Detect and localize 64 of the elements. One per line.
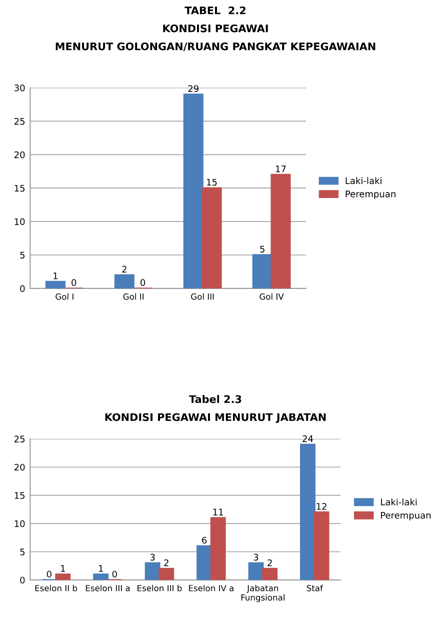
x-tick-label: Staf [306, 584, 324, 592]
x-tick-label: Eselon II b [35, 584, 78, 592]
y-tick-label: 10 [14, 218, 25, 226]
y-tick-label: 20 [14, 464, 25, 471]
data-label: 3 [150, 554, 155, 561]
x-tick-label: Gol I [56, 293, 74, 300]
x-tick-label: Gol II [123, 293, 144, 300]
y-tick-label: 15 [14, 492, 25, 499]
y-tick-label: 0 [20, 285, 25, 292]
data-label: 1 [98, 565, 103, 572]
y-tick-label: 25 [14, 118, 25, 125]
data-label: 0 [72, 279, 76, 286]
data-label: 12 [316, 502, 326, 510]
bar [314, 511, 330, 580]
data-label: 17 [276, 166, 286, 172]
y-tick-label: 0 [20, 576, 25, 584]
x-tick-label: Eselon IV a [189, 584, 234, 592]
data-label: 0 [112, 570, 117, 578]
data-label: 6 [202, 536, 207, 544]
data-label: 1 [61, 565, 65, 572]
y-tick-label: 20 [14, 151, 25, 158]
data-label: 11 [213, 508, 223, 516]
data-label: 2 [164, 559, 168, 566]
data-label: 24 [302, 435, 313, 442]
bar [144, 562, 160, 580]
x-tick-label: Eselon III a [86, 584, 130, 592]
legend-label: Laki-laki [380, 498, 417, 506]
x-tick-label: Gol IV [260, 293, 284, 300]
bar [262, 568, 278, 580]
y-tick-label: 25 [14, 436, 25, 442]
data-label: 29 [188, 85, 198, 92]
data-label: 3 [254, 554, 258, 561]
legend-label: Laki-laki [346, 177, 382, 184]
bar [45, 280, 66, 288]
data-label: 2 [122, 266, 126, 272]
bar [270, 174, 291, 288]
bar [210, 517, 226, 580]
legend-label: Perempuan [346, 190, 396, 200]
data-label: 1 [54, 272, 58, 280]
data-label: 15 [207, 178, 217, 186]
bar [196, 545, 212, 580]
y-tick-label: 30 [14, 84, 25, 92]
bar [300, 444, 316, 580]
y-tick-label: 5 [20, 548, 25, 556]
data-label: 0 [46, 570, 52, 578]
bar [183, 94, 204, 288]
x-tick-label: Eselon III b [138, 584, 182, 592]
y-tick-label: 15 [14, 184, 25, 192]
bar [93, 573, 109, 580]
legend-label: Perempuan [380, 512, 431, 520]
bar [158, 568, 174, 580]
y-tick-label: 10 [14, 520, 25, 528]
data-label: 5 [260, 246, 264, 253]
bar [114, 274, 134, 288]
x-tick-label: Gol III [191, 293, 214, 300]
bar [248, 562, 264, 580]
bar [202, 187, 222, 288]
data-label: 0 [140, 279, 146, 286]
chart-title: Tabel 2.3 KONDISI PEGAWAI MENURUT JABATAN [105, 395, 326, 424]
y-tick-label: 5 [20, 252, 25, 259]
bar [55, 573, 71, 580]
data-label: 2 [268, 559, 272, 566]
x-tick-label: Jabatan Fungsional [241, 584, 284, 602]
chart-title: TABEL 2.2 KONDISI PEGAWAI MENURUT GOLONGAN/RUANG PANGKAT KEPEGAWAIAN [56, 6, 376, 52]
